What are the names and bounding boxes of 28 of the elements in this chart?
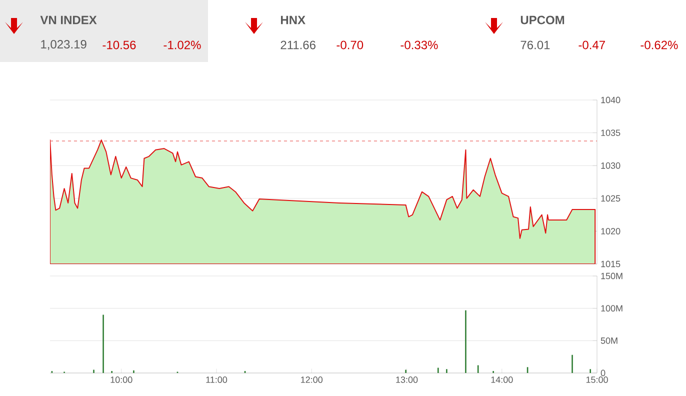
y-tick-label: 1035: [601, 130, 620, 136]
x-tick-label: 12:00: [301, 376, 323, 383]
text: -0.47: [578, 40, 605, 50]
x-tick-label: 11:00: [206, 376, 228, 383]
text: -10.56: [102, 40, 136, 50]
y-tick-label: 0: [600, 370, 606, 376]
text: -1.02%: [164, 40, 201, 50]
y-tick-label: 150M: [601, 272, 622, 280]
x-tick-label: 14:00: [491, 376, 513, 383]
text: HNX: [281, 16, 306, 24]
y-tick-label: 1030: [601, 162, 620, 169]
text: 211.66: [280, 40, 316, 50]
text: UPCOM: [520, 16, 564, 24]
text: 1,023.19: [41, 40, 86, 50]
y-tick-label: 50M: [600, 337, 618, 344]
y-tick-label: 1020: [601, 228, 620, 234]
x-tick-label: 15:00: [586, 376, 608, 383]
text: VN INDEX: [40, 16, 97, 24]
y-tick-label: 1025: [601, 195, 620, 202]
text: -0.70: [336, 40, 364, 50]
x-tick-label: 10:00: [110, 376, 132, 383]
text: -0.33%: [400, 40, 438, 50]
text: -0.62%: [640, 40, 678, 50]
x-tick-label: 13:00: [396, 376, 418, 383]
y-tick-label: 100M: [601, 305, 622, 312]
y-tick-label: 1040: [601, 96, 620, 104]
text: 76.01: [520, 40, 550, 50]
y-tick-label: 1015: [601, 260, 620, 268]
